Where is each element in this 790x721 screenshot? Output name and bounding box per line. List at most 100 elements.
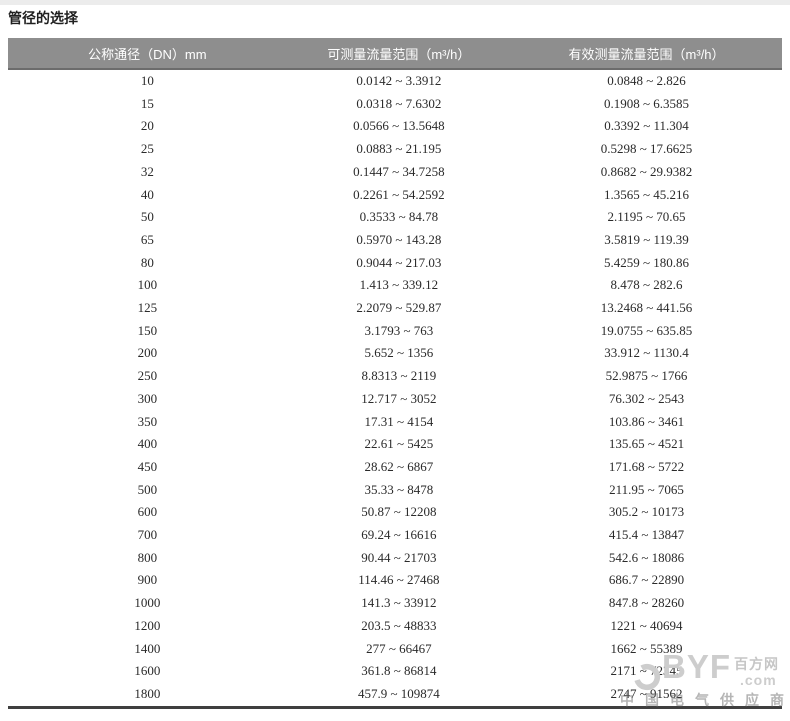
cell-effective-range: 211.95 ~ 7065 xyxy=(609,481,684,497)
cell-dn: 900 xyxy=(137,572,158,588)
cell-measurable-range: 1.413 ~ 339.12 xyxy=(359,277,439,293)
cell-effective-range: 0.0848 ~ 2.826 xyxy=(607,73,686,88)
table-row: 50 0.3533 ~ 84.78 2.1195 ~ 70.65 xyxy=(8,206,782,229)
table-row: 100 1.413 ~ 339.12 8.478 ~ 282.6 xyxy=(8,274,782,297)
cell-effective-range: 1662 ~ 55389 xyxy=(610,640,683,656)
cell-effective-range: 542.6 ~ 18086 xyxy=(608,549,685,565)
header-measurable-range: 可测量流量范围（m³/h） xyxy=(286,38,512,70)
cell-measurable-range: 0.1447 ~ 34.7258 xyxy=(353,163,445,179)
cell-measurable-range: 277 ~ 66467 xyxy=(366,640,432,656)
cell-dn: 450 xyxy=(137,458,158,474)
cell-effective-range: 8.478 ~ 282.6 xyxy=(610,277,683,293)
cell-effective-range: 0.8682 ~ 29.9382 xyxy=(600,163,693,179)
cell-measurable-range: 0.0142 ~ 3.3912 xyxy=(356,73,442,88)
cell-effective-range: 19.0755 ~ 635.85 xyxy=(600,322,693,338)
table-row: 1400 277 ~ 66467 1662 ~ 55389 xyxy=(8,638,782,661)
cell-dn: 40 xyxy=(140,186,154,202)
cell-effective-range: 0.5298 ~ 17.6625 xyxy=(600,141,693,157)
table-row: 1800 457.9 ~ 109874 2747 ~ 91562 xyxy=(8,683,782,707)
cell-measurable-range: 0.5970 ~ 143.28 xyxy=(356,231,442,247)
cell-dn: 150 xyxy=(137,322,158,338)
cell-measurable-range: 457.9 ~ 109874 xyxy=(357,685,440,701)
cell-effective-range: 0.3392 ~ 11.304 xyxy=(604,118,689,134)
top-divider xyxy=(0,0,790,5)
cell-effective-range: 415.4 ~ 13847 xyxy=(608,527,685,543)
cell-effective-range: 2171 ~ 72345 xyxy=(610,663,683,679)
cell-measurable-range: 28.62 ~ 6867 xyxy=(364,458,434,474)
table-row: 65 0.5970 ~ 143.28 3.5819 ~ 119.39 xyxy=(8,229,782,252)
cell-measurable-range: 141.3 ~ 33912 xyxy=(361,595,437,611)
cell-effective-range: 0.1908 ~ 6.3585 xyxy=(604,95,690,111)
cell-dn: 200 xyxy=(137,345,158,361)
cell-dn: 80 xyxy=(140,254,154,270)
cell-measurable-range: 2.2079 ~ 529.87 xyxy=(356,300,442,316)
table-row: 200 5.652 ~ 1356 33.912 ~ 1130.4 xyxy=(8,342,782,365)
table-row: 10 0.0142 ~ 3.3912 0.0848 ~ 2.826 xyxy=(8,69,782,93)
cell-dn: 700 xyxy=(137,527,158,543)
table-row: 400 22.61 ~ 5425 135.65 ~ 4521 xyxy=(8,433,782,456)
cell-effective-range: 13.2468 ~ 441.56 xyxy=(600,300,693,316)
cell-dn: 350 xyxy=(137,413,158,429)
cell-measurable-range: 0.0566 ~ 13.5648 xyxy=(353,118,445,134)
table-row: 1200 203.5 ~ 48833 1221 ~ 40694 xyxy=(8,615,782,638)
cell-dn: 10 xyxy=(140,73,154,88)
header-effective-range: 有效测量流量范围（m³/h） xyxy=(511,38,782,70)
cell-dn: 32 xyxy=(140,163,154,179)
cell-measurable-range: 114.46 ~ 27468 xyxy=(358,572,440,588)
table-row: 25 0.0883 ~ 21.195 0.5298 ~ 17.6625 xyxy=(8,138,782,161)
table-row: 32 0.1447 ~ 34.7258 0.8682 ~ 29.9382 xyxy=(8,161,782,184)
cell-effective-range: 1221 ~ 40694 xyxy=(610,617,683,633)
cell-measurable-range: 0.0318 ~ 7.6302 xyxy=(356,95,442,111)
cell-dn: 1000 xyxy=(134,595,161,611)
cell-measurable-range: 50.87 ~ 12208 xyxy=(361,504,437,520)
cell-dn: 50 xyxy=(140,209,154,225)
table-header-row: 公称通径（DN）mm 可测量流量范围（m³/h） 有效测量流量范围（m³/h） xyxy=(8,38,782,70)
cell-effective-range: 33.912 ~ 1130.4 xyxy=(604,345,689,361)
cell-effective-range: 847.8 ~ 28260 xyxy=(608,595,685,611)
table-row: 300 12.717 ~ 3052 76.302 ~ 2543 xyxy=(8,388,782,411)
cell-measurable-range: 12.717 ~ 3052 xyxy=(361,390,437,406)
table-row: 700 69.24 ~ 16616 415.4 ~ 13847 xyxy=(8,524,782,547)
header-nominal-diameter: 公称通径（DN）mm xyxy=(8,38,287,70)
cell-dn: 250 xyxy=(137,368,158,384)
cell-effective-range: 3.5819 ~ 119.39 xyxy=(604,231,689,247)
cell-dn: 15 xyxy=(140,95,154,111)
cell-dn: 65 xyxy=(140,231,154,247)
cell-measurable-range: 22.61 ~ 5425 xyxy=(364,436,434,452)
cell-dn: 1400 xyxy=(134,640,161,656)
cell-dn: 125 xyxy=(137,300,158,316)
cell-effective-range: 2747 ~ 91562 xyxy=(610,685,683,701)
cell-dn: 25 xyxy=(140,141,154,157)
cell-effective-range: 103.86 ~ 3461 xyxy=(608,413,685,429)
cell-measurable-range: 3.1793 ~ 763 xyxy=(364,322,434,338)
cell-measurable-range: 8.8313 ~ 2119 xyxy=(361,368,437,384)
cell-effective-range: 5.4259 ~ 180.86 xyxy=(604,254,690,270)
table-row: 450 28.62 ~ 6867 171.68 ~ 5722 xyxy=(8,456,782,479)
table-row: 350 17.31 ~ 4154 103.86 ~ 3461 xyxy=(8,411,782,434)
cell-effective-range: 171.68 ~ 5722 xyxy=(608,458,685,474)
cell-measurable-range: 90.44 ~ 21703 xyxy=(361,549,437,565)
cell-effective-range: 135.65 ~ 4521 xyxy=(608,436,685,452)
cell-measurable-range: 0.0883 ~ 21.195 xyxy=(356,141,442,157)
table-row: 900 114.46 ~ 27468 686.7 ~ 22890 xyxy=(8,569,782,592)
cell-measurable-range: 203.5 ~ 48833 xyxy=(361,617,437,633)
cell-measurable-range: 0.2261 ~ 54.2592 xyxy=(353,186,445,202)
table-row: 125 2.2079 ~ 529.87 13.2468 ~ 441.56 xyxy=(8,297,782,320)
table-body: 10 0.0142 ~ 3.3912 0.0848 ~ 2.826 15 0.0318 … xyxy=(8,69,782,707)
cell-measurable-range: 361.8 ~ 86814 xyxy=(361,663,437,679)
pipe-diameter-table: 公称通径（DN）mm 可测量流量范围（m³/h） 有效测量流量范围（m³/h） … xyxy=(8,38,782,709)
page-title: 管径的选择 xyxy=(8,10,78,26)
cell-measurable-range: 0.9044 ~ 217.03 xyxy=(356,254,442,270)
table-row: 1600 361.8 ~ 86814 2171 ~ 72345 xyxy=(8,660,782,683)
table-row: 20 0.0566 ~ 13.5648 0.3392 ~ 11.304 xyxy=(8,115,782,138)
cell-measurable-range: 17.31 ~ 4154 xyxy=(364,413,434,429)
cell-effective-range: 686.7 ~ 22890 xyxy=(608,572,685,588)
table-row: 80 0.9044 ~ 217.03 5.4259 ~ 180.86 xyxy=(8,252,782,275)
table-row: 500 35.33 ~ 8478 211.95 ~ 7065 xyxy=(8,479,782,502)
cell-measurable-range: 5.652 ~ 1356 xyxy=(364,345,434,361)
cell-effective-range: 2.1195 ~ 70.65 xyxy=(607,209,686,225)
table-row: 800 90.44 ~ 21703 542.6 ~ 18086 xyxy=(8,547,782,570)
cell-dn: 1200 xyxy=(134,617,161,633)
cell-effective-range: 305.2 ~ 10173 xyxy=(608,504,685,520)
